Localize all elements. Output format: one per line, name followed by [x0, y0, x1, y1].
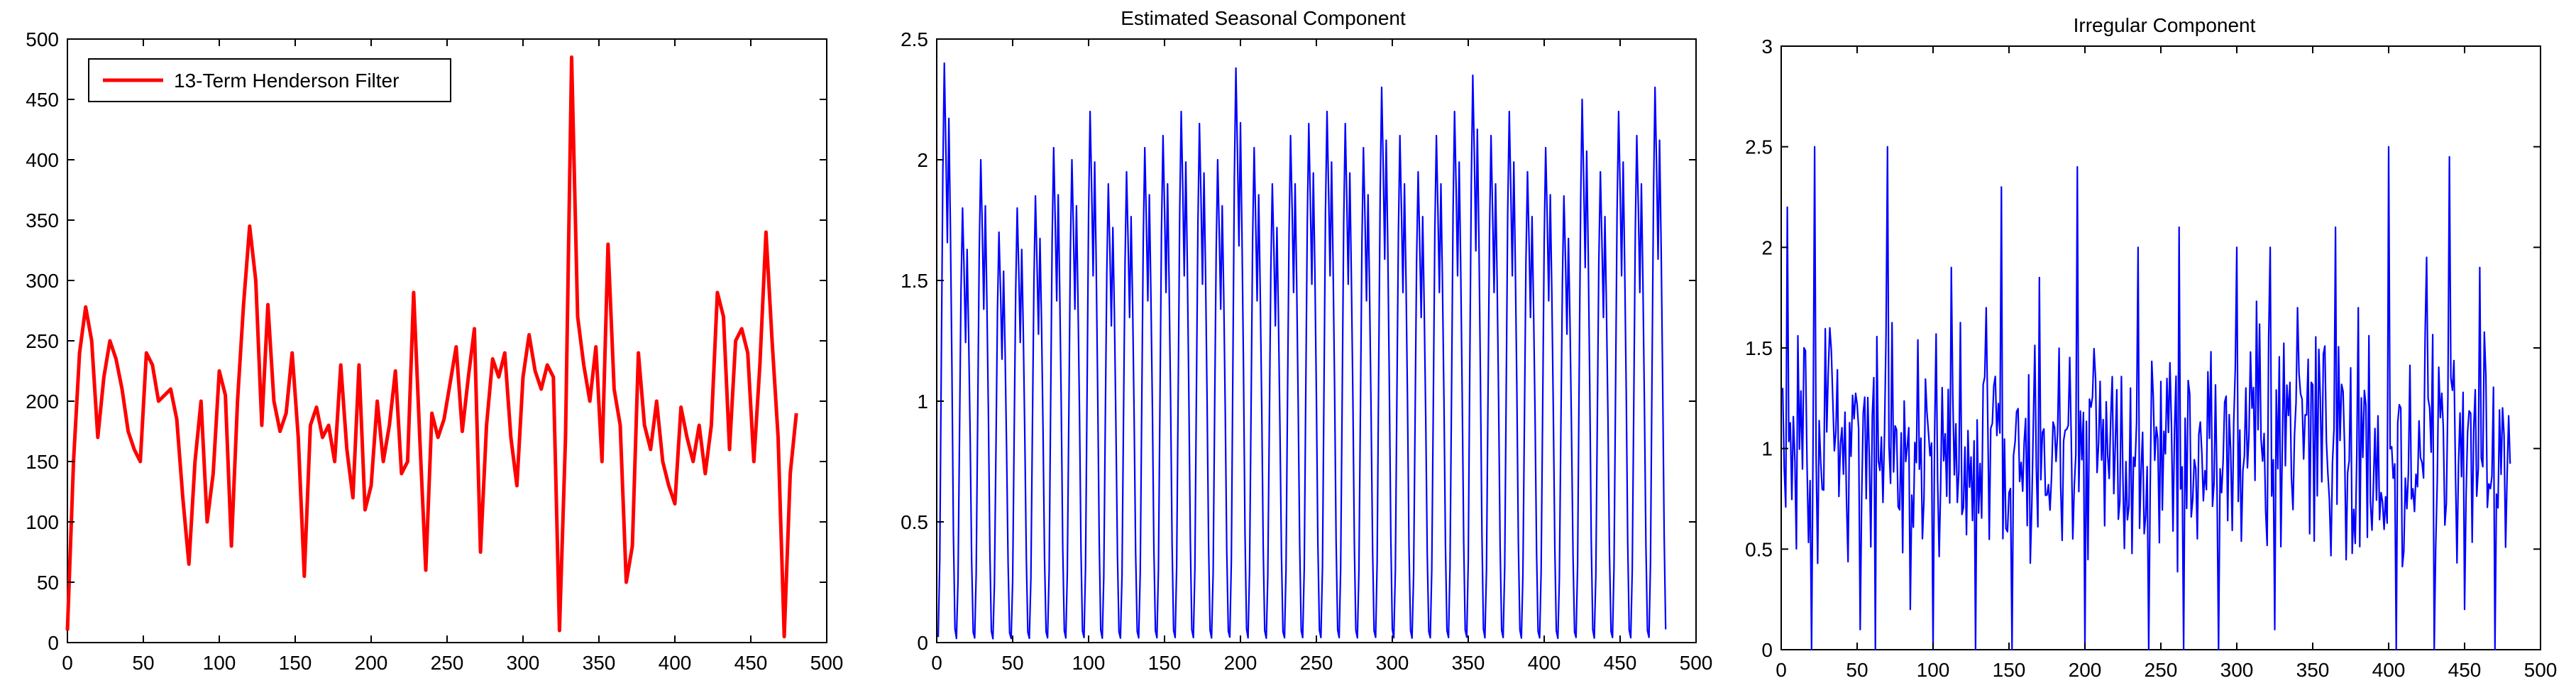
- legend-entry: 13-Term Henderson Filter: [174, 70, 399, 92]
- x-tick-label: 200: [2069, 659, 2102, 681]
- y-tick-label: 350: [26, 209, 59, 231]
- ticks-layer-seasonal: 0 50 100 150 200 250 300 350 400 450 500 0 0.5 1 1.5 2 2…: [901, 28, 1712, 674]
- panel-irregular-component: Irregular Component 0 50 100 150 200 250 300 35…: [1745, 14, 2557, 681]
- x-tick-label: 350: [2296, 659, 2330, 681]
- x-tick-label: 50: [1846, 659, 1868, 681]
- y-tick-label: 2.5: [1745, 136, 1773, 158]
- y-tick-label: 2.5: [901, 28, 928, 50]
- y-tick-label: 2: [917, 149, 928, 171]
- x-tick-label: 200: [355, 652, 388, 674]
- x-tick-label: 500: [1680, 652, 1713, 674]
- series-layer-henderson: [65, 55, 798, 638]
- y-tick-label: 0: [1761, 639, 1773, 661]
- x-tick-label: 350: [583, 652, 616, 674]
- x-tick-label: 100: [1072, 652, 1106, 674]
- y-tick-label: 300: [26, 270, 59, 292]
- x-tick-label: 250: [431, 652, 464, 674]
- x-tick-label: 350: [1452, 652, 1485, 674]
- series-line: [65, 55, 798, 638]
- plot-area-irregular: [1780, 45, 2541, 650]
- y-tick-label: 3: [1761, 36, 1773, 58]
- y-tick-label: 0: [917, 632, 928, 654]
- x-tick-label: 300: [507, 652, 540, 674]
- y-tick-label: 50: [37, 572, 59, 594]
- x-tick-label: 0: [62, 652, 73, 674]
- y-tick-label: 1.5: [901, 270, 928, 292]
- y-tick-label: 500: [26, 28, 59, 50]
- x-tick-label: 400: [2372, 659, 2406, 681]
- x-tick-label: 500: [2524, 659, 2558, 681]
- x-tick-label: 200: [1224, 652, 1257, 674]
- x-tick-label: 450: [734, 652, 768, 674]
- x-tick-label: 400: [1528, 652, 1561, 674]
- y-tick-label: 100: [26, 511, 59, 533]
- series-layer-irregular: [1782, 146, 2511, 651]
- x-tick-label: 150: [1993, 659, 2026, 681]
- x-tick-label: 450: [2448, 659, 2482, 681]
- y-tick-label: 2: [1761, 236, 1773, 258]
- y-tick-label: 250: [26, 330, 59, 352]
- x-tick-label: 450: [1604, 652, 1637, 674]
- y-tick-label: 1: [917, 391, 928, 413]
- title-seasonal: Estimated Seasonal Component: [1121, 7, 1406, 29]
- x-tick-label: 150: [279, 652, 312, 674]
- x-tick-label: 500: [810, 652, 844, 674]
- y-tick-label: 0: [48, 632, 59, 654]
- y-tick-label: 200: [26, 391, 59, 413]
- ticks-layer-henderson: 0 50 100 150 200 250 300 350 400 450 500 0 50 100 150 2…: [26, 28, 843, 674]
- x-tick-label: 50: [132, 652, 154, 674]
- y-tick-label: 1.5: [1745, 337, 1773, 359]
- y-tick-label: 0.5: [1745, 538, 1773, 560]
- y-tick-label: 400: [26, 149, 59, 171]
- x-tick-label: 0: [1776, 659, 1787, 681]
- x-tick-label: 0: [931, 652, 942, 674]
- panel-seasonal-component: Estimated Seasonal Component 0 50 100 150 20…: [901, 7, 1712, 674]
- series-layer-seasonal: [937, 62, 1667, 640]
- y-tick-label: 1: [1761, 438, 1773, 460]
- plot-area-henderson: [67, 38, 827, 643]
- x-tick-label: 50: [1001, 652, 1023, 674]
- y-tick-label: 450: [26, 89, 59, 111]
- y-tick-label: 150: [26, 451, 59, 473]
- x-tick-label: 300: [2220, 659, 2254, 681]
- legend-henderson: 13-Term Henderson Filter: [88, 58, 451, 102]
- x-tick-label: 400: [659, 652, 692, 674]
- x-tick-label: 150: [1148, 652, 1182, 674]
- panel-henderson-filter: 0 50 100 150 200 250 300 350 400 450 500 0 50 100 150 2…: [26, 28, 843, 674]
- ticks-layer-irregular: 0 50 100 150 200 250 300 350 400 450 500 0 0.5 1 1.5 2 2…: [1745, 36, 2557, 681]
- x-tick-label: 100: [1917, 659, 1950, 681]
- x-tick-label: 300: [1376, 652, 1409, 674]
- x-tick-label: 250: [2145, 659, 2178, 681]
- y-tick-label: 0.5: [901, 511, 928, 533]
- x-tick-label: 100: [203, 652, 236, 674]
- series-line: [937, 62, 1667, 640]
- series-line: [1782, 146, 2511, 651]
- x-tick-label: 250: [1300, 652, 1333, 674]
- title-irregular: Irregular Component: [2074, 14, 2256, 36]
